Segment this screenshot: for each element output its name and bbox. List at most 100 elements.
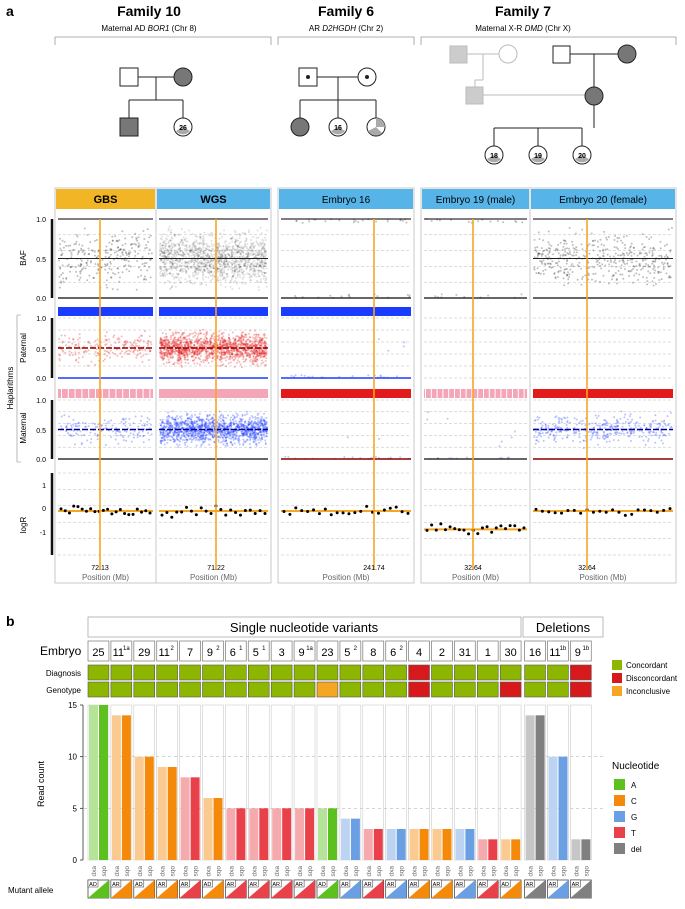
baf-point: [192, 250, 195, 253]
baf-point: [190, 267, 193, 270]
baf-point: [226, 275, 229, 278]
baf-point: [143, 277, 146, 280]
paternal-point: [145, 353, 148, 356]
paternal-point: [167, 352, 170, 355]
baf-point: [197, 269, 200, 272]
baf-point: [199, 283, 202, 286]
paternal-point: [159, 339, 162, 342]
paternal-point: [367, 374, 370, 377]
baf-point: [224, 263, 227, 266]
maternal-point: [148, 418, 151, 421]
paternal-point: [190, 341, 193, 344]
baf-point: [174, 267, 177, 270]
baf-point: [143, 237, 146, 240]
baf-point: [164, 255, 167, 258]
paternal-point: [75, 358, 78, 361]
baf-point: [216, 258, 219, 261]
logr-point: [224, 513, 228, 517]
paternal-point: [233, 342, 236, 345]
family-7-title: Family 7: [495, 3, 551, 19]
baf-point: [172, 266, 175, 269]
paternal-point: [262, 341, 265, 344]
maternal-point: [146, 420, 149, 423]
baf-point: [196, 253, 199, 256]
logr-point: [185, 505, 189, 509]
baf-point: [196, 235, 199, 238]
maternal-point: [227, 414, 230, 417]
baf-point: [179, 250, 182, 253]
maternal-point: [229, 435, 232, 438]
baf-point: [207, 260, 210, 263]
baf-point: [203, 267, 206, 270]
logr-point: [234, 510, 238, 514]
baf-point: [213, 267, 216, 270]
paternal-point: [138, 340, 141, 343]
baf-point: [251, 252, 254, 255]
paternal-point: [135, 354, 138, 357]
baf-point: [230, 262, 233, 265]
baf-point: [77, 251, 80, 254]
baf-point: [257, 250, 260, 253]
baf-point: [204, 249, 207, 252]
baf-point: [161, 273, 164, 276]
baf-point: [166, 279, 169, 282]
baf-point: [202, 273, 205, 276]
paternal-point: [169, 349, 172, 352]
paternal-point: [199, 358, 202, 361]
baf-point: [220, 253, 223, 256]
baf-point: [201, 266, 204, 269]
baf-point: [262, 274, 265, 277]
paternal-point: [186, 355, 189, 358]
paternal-point: [189, 332, 192, 335]
paternal-point: [193, 344, 196, 347]
maternal-point: [263, 433, 266, 436]
paternal-point: [254, 350, 257, 353]
paternal-point: [187, 342, 190, 345]
baf-point: [58, 259, 61, 262]
baf-point: [262, 277, 265, 280]
baf-point: [90, 261, 93, 264]
baf-point: [211, 260, 214, 263]
maternal-point: [222, 443, 225, 446]
baf-point: [348, 293, 351, 296]
baf-point: [110, 268, 113, 271]
baf-point: [238, 268, 241, 271]
paternal-point: [255, 333, 258, 336]
baf-point: [75, 270, 78, 273]
paternal-point: [230, 353, 233, 356]
baf-point: [259, 264, 262, 267]
baf-point: [231, 269, 234, 272]
baf-point: [218, 258, 221, 261]
paternal-point: [186, 341, 189, 344]
baf-point: [263, 243, 266, 246]
baf-point: [68, 249, 71, 252]
maternal-point: [110, 419, 113, 422]
baf-point: [200, 282, 203, 285]
paternal-point: [217, 338, 220, 341]
baf-point: [253, 273, 256, 276]
baf-point: [252, 245, 255, 248]
paternal-point: [177, 350, 180, 353]
baf-point: [223, 276, 226, 279]
maternal-point: [237, 424, 240, 427]
paternal-point: [232, 359, 235, 362]
baf-point: [235, 267, 238, 270]
paternal-point: [220, 356, 223, 359]
paternal-point: [263, 334, 266, 337]
maternal-point: [243, 440, 246, 443]
baf-point: [231, 269, 234, 272]
baf-point: [229, 248, 232, 251]
maternal-point: [242, 442, 245, 445]
maternal-point: [209, 423, 212, 426]
paternal-point: [183, 356, 186, 359]
baf-point: [168, 268, 171, 271]
baf-point: [251, 275, 254, 278]
baf-point: [106, 264, 109, 267]
paternal-point: [245, 357, 248, 360]
baf-point: [185, 250, 188, 253]
baf-point: [75, 233, 78, 236]
logr-point: [294, 506, 298, 510]
paternal-point: [263, 336, 266, 339]
baf-point: [179, 249, 182, 252]
baf-point: [177, 260, 180, 263]
